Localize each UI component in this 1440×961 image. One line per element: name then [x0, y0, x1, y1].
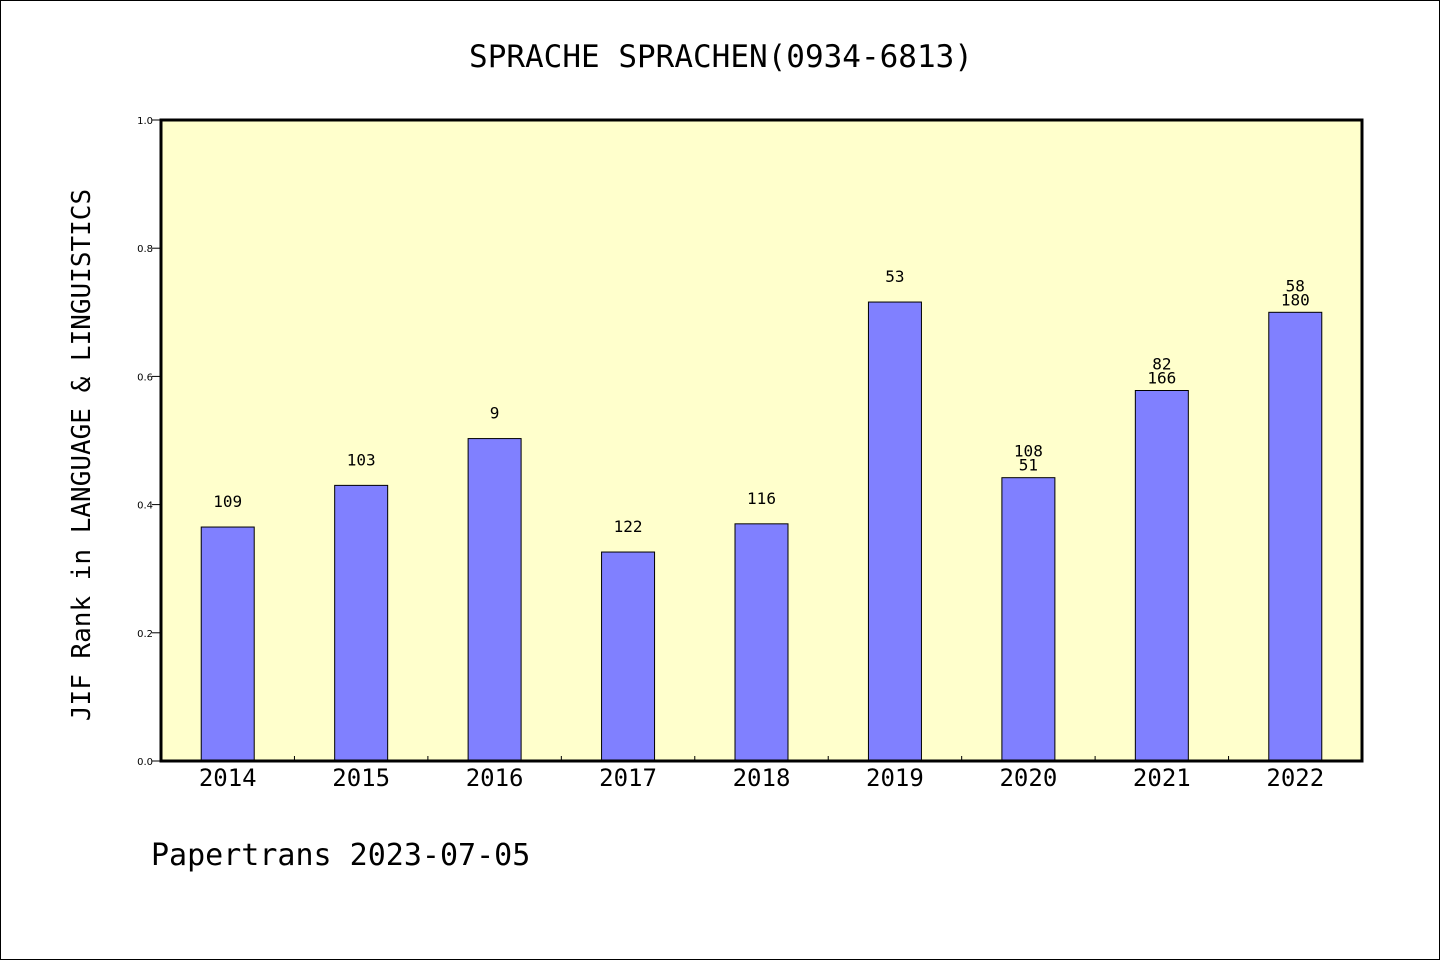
bar-2014 [200, 526, 255, 762]
y-tick-label: 0.6 [137, 372, 153, 383]
data-label-2020: 108 [1014, 442, 1043, 461]
bar-2018 [734, 523, 789, 762]
data-label-2017: 122 [614, 517, 643, 536]
y-tick-label: 0.4 [137, 501, 153, 512]
data-label-2020: 51 [1019, 456, 1038, 475]
x-tick-label: 2018 [733, 764, 791, 792]
chart-title: SPRACHE SPRACHEN(0934-6813) [469, 39, 973, 75]
bar-2021 [1134, 390, 1189, 762]
x-tick-label: 2015 [332, 764, 390, 792]
data-label-2021: 82 [1152, 355, 1171, 374]
bar-2016 [467, 438, 522, 762]
y-tick-label: 0.0 [137, 757, 153, 768]
data-label-2018: 116 [747, 489, 776, 508]
data-label-2022: 180 [1281, 290, 1310, 309]
bar-2017 [601, 551, 656, 762]
bar-2020 [1001, 477, 1056, 762]
bar-2019 [867, 301, 922, 762]
footer-stamp: Papertrans 2023-07-05 [151, 838, 530, 873]
x-tick-label: 2020 [999, 764, 1057, 792]
y-tick-label: 0.2 [137, 629, 153, 640]
x-tick-label: 2022 [1266, 764, 1324, 792]
x-tick-label: 2017 [599, 764, 657, 792]
plot-border [159, 118, 1364, 763]
x-tick-label: 2019 [866, 764, 924, 792]
data-label-2016: 9 [490, 404, 500, 423]
x-tick-label: 2021 [1133, 764, 1191, 792]
y-axis-label: JIF Rank in LANGUAGE & LINGUISTICS [67, 189, 97, 721]
x-tick-label: 2014 [199, 764, 257, 792]
data-label-2019: 53 [885, 267, 904, 286]
x-tick-label: 2016 [466, 764, 524, 792]
data-label-2021: 166 [1147, 369, 1176, 388]
bar-2015 [334, 484, 389, 762]
y-tick-label: 1.0 [137, 116, 153, 127]
data-label-2022: 58 [1286, 276, 1305, 295]
bar-2022 [1268, 311, 1323, 762]
data-label-2014: 109 [213, 492, 242, 511]
ticks-layer: 0.0 0.2 0.4 0.6 0.8 1.0 2014 2015 2016 2017 2018 20… [137, 116, 1324, 792]
y-tick-label: 0.8 [137, 244, 153, 255]
data-label-2015: 103 [347, 450, 376, 469]
